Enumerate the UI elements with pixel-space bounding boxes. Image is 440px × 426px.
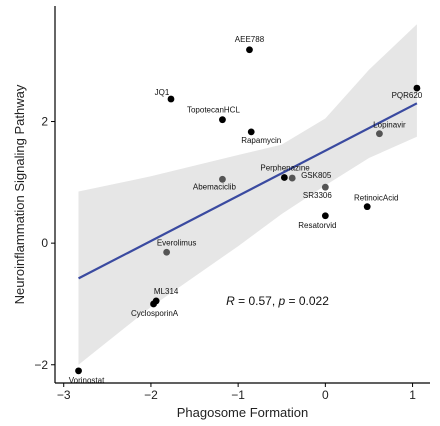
x-axis-title: Phagosome Formation: [177, 405, 309, 420]
data-point-lopinavir: [376, 130, 383, 138]
point-label-topotecanhcl: TopotecanHCL: [187, 106, 240, 115]
data-point-jq1: [167, 95, 175, 103]
r-value: = 0.57,: [235, 294, 279, 308]
point-label-perphenazine: Perphenazine: [260, 163, 310, 172]
p-symbol: p: [278, 294, 286, 308]
y-tick-label: 0: [41, 236, 48, 250]
point-label-gsk805: GSK805: [301, 171, 332, 180]
point-label-vorinostat: Vorinostat: [69, 376, 105, 385]
x-tick-label: −3: [57, 388, 71, 402]
data-point-sr3306: [321, 183, 329, 191]
regression-line: [78, 102, 418, 280]
point-label-aee788: AEE788: [235, 35, 265, 44]
p-value: = 0.022: [285, 294, 329, 308]
data-points-layer: [75, 46, 421, 375]
x-tick-label: −1: [231, 388, 245, 402]
r-symbol: R: [226, 294, 235, 308]
data-point-rapamycin: [247, 128, 255, 136]
point-label-cyclosporina: CyclosporinA: [131, 309, 179, 318]
data-point-everolimus: [163, 248, 171, 256]
data-point-perphenazine: [280, 174, 288, 181]
y-tick-label: −2: [34, 358, 48, 372]
point-label-pqr620: PQR620: [392, 91, 423, 100]
x-tick-label: 0: [322, 388, 329, 402]
y-axis-title: Neuroinflammation Signaling Pathway: [12, 84, 27, 304]
point-label-sr3306: SR3306: [303, 191, 332, 200]
point-label-retinoicacid: RetinoicAcid: [354, 194, 398, 203]
point-label-lopinavir: Lopinavir: [373, 121, 406, 130]
point-labels-layer: AEE788 JQ1 TopotecanHCL Rapamycin PQR620 Lopi…: [69, 35, 423, 385]
correlation-annotation: R = 0.57, p = 0.022: [226, 294, 329, 308]
data-point-cyclosporina: [150, 300, 157, 308]
data-point-abemaciclib: [219, 175, 226, 183]
point-label-rapamycin: Rapamycin: [241, 136, 281, 145]
data-point-retinoicacid: [363, 203, 371, 211]
data-point-aee788: [246, 46, 253, 54]
regression-line-layer: [78, 102, 418, 280]
data-point-vorinostat: [75, 367, 82, 375]
data-point-topotecanhcl: [219, 116, 226, 124]
y-tick-label: 2: [41, 115, 48, 129]
data-point-resatorvid: [321, 212, 329, 220]
confidence-band-layer: [78, 24, 417, 365]
data-point-pqr620: [413, 84, 421, 92]
data-point-gsk805: [288, 174, 296, 182]
axes-layer: −3 −2 −1 0 1 −2 0 2: [34, 6, 430, 402]
point-label-abemaciclib: Abemaciclib: [193, 182, 237, 191]
point-label-jq1: JQ1: [155, 88, 170, 97]
point-label-resatorvid: Resatorvid: [298, 221, 336, 230]
point-label-ml314: ML314: [154, 287, 179, 296]
x-tick-label: 1: [409, 388, 416, 402]
point-label-everolimus: Everolimus: [157, 238, 197, 247]
x-tick-label: −2: [144, 388, 158, 402]
confidence-band: [78, 24, 417, 365]
